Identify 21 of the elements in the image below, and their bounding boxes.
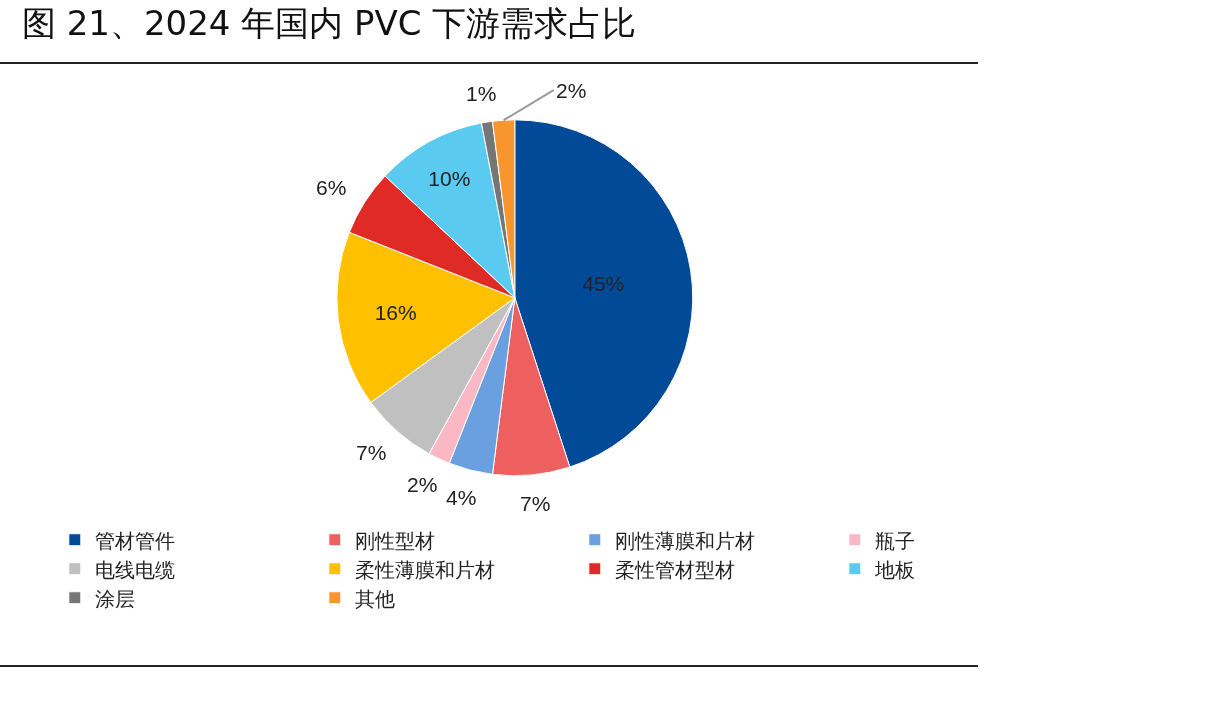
data-label: 10% xyxy=(428,167,471,191)
data-label: 16% xyxy=(374,301,417,325)
legend-label: 刚性型材 xyxy=(354,528,435,553)
data-label: 7% xyxy=(520,492,551,515)
legend-label: 地板 xyxy=(873,557,915,582)
legend-label: 柔性薄膜和片材 xyxy=(354,557,495,582)
legend-label: 瓶子 xyxy=(874,528,915,553)
legend-label: 其他 xyxy=(354,586,395,611)
data-label: 2% xyxy=(407,473,438,496)
data-label: 4% xyxy=(446,486,477,509)
data-label: 2% xyxy=(556,79,587,102)
data-label: 1% xyxy=(466,82,497,105)
legend-label: 电线电缆 xyxy=(94,557,175,582)
data-label: 7% xyxy=(356,441,387,464)
chart-title: 图 21、2024 年国内 PVC 下游需求占比 xyxy=(21,2,637,43)
legend-label: 刚性薄膜和片材 xyxy=(614,528,755,553)
data-label: 45% xyxy=(582,272,625,296)
legend-label: 柔性管材型材 xyxy=(614,557,735,582)
legend-label: 管材管件 xyxy=(94,528,175,553)
data-label: 6% xyxy=(316,176,347,199)
legend-label: 涂层 xyxy=(94,586,135,611)
